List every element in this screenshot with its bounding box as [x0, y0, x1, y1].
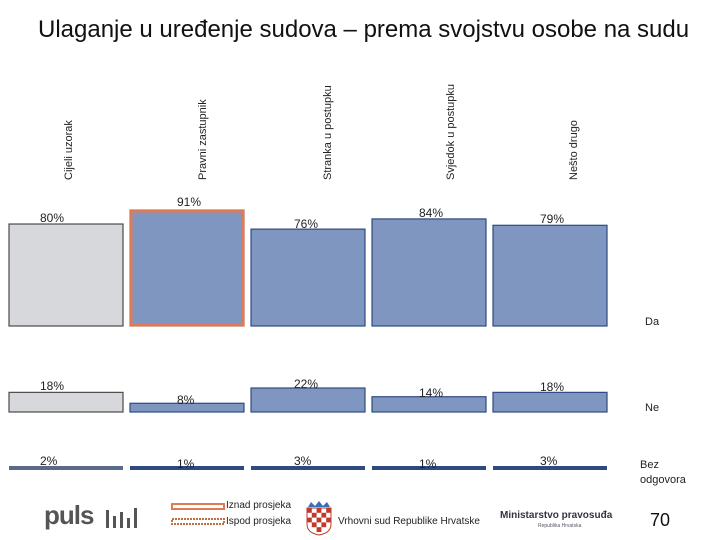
data-label-0-0: 80%: [40, 211, 64, 225]
data-label-0-2: 76%: [294, 217, 318, 231]
bar-2-0: [9, 466, 123, 470]
bar-1-2: [250, 387, 366, 413]
data-label-2-1: 1%: [177, 457, 195, 471]
category-label-0: Cijeli uzorak: [63, 120, 75, 180]
bar-0-4: [492, 224, 608, 327]
data-label-0-3: 84%: [419, 206, 443, 220]
data-label-1-2: 22%: [294, 377, 318, 391]
legend-swatch-below: [171, 518, 225, 525]
ministry-logo: Ministarstvo pravosuđa: [500, 510, 613, 521]
series-label-1: Ne: [645, 402, 659, 414]
bar-1-1: [129, 402, 245, 413]
bar-0-0: [8, 223, 124, 327]
page-number: 70: [650, 510, 671, 530]
ministry-sub: Republika Hrvatska: [538, 523, 582, 529]
data-label-1-4: 18%: [540, 380, 564, 394]
bar-1-0: [8, 391, 124, 413]
data-label-0-1: 91%: [177, 195, 201, 209]
court-name: Vrhovni sud Republike Hrvatske: [338, 516, 480, 527]
data-label-1-3: 14%: [419, 386, 443, 400]
highlight-border-1: [129, 209, 245, 327]
bar-2-4: [493, 466, 607, 470]
data-label-2-2: 3%: [294, 454, 312, 468]
legend-label-above: Iznad prosjeka: [226, 500, 292, 511]
category-label-2: Stranka u postupku: [322, 85, 334, 180]
bar-2-2: [251, 466, 365, 470]
bar-2-3: [372, 466, 486, 470]
bar-2-1: [130, 466, 244, 470]
bar-0-1: [129, 209, 245, 327]
data-label-2-4: 3%: [540, 454, 558, 468]
bar-0-3: [371, 218, 487, 327]
legend-swatches: [171, 503, 225, 525]
data-label-1-1: 8%: [177, 393, 195, 407]
croatian-coat-of-arms-icon: [306, 501, 332, 536]
puls-bars-icon: [106, 508, 137, 528]
series-label-2: Bez odgovora: [640, 459, 687, 486]
category-label-4: Nešto drugo: [568, 120, 580, 180]
category-label-1: Pravni zastupnik: [197, 99, 209, 180]
legend-swatch-above: [171, 503, 225, 510]
data-label-2-0: 2%: [40, 454, 58, 468]
bar-1-3: [371, 396, 487, 413]
page-title: Ulaganje u uređenje sudova – prema svojs…: [38, 16, 690, 43]
category-label-3: Svjedok u postupku: [445, 84, 457, 180]
series-label-0: Da: [645, 316, 660, 328]
data-label-0-4: 79%: [540, 212, 564, 226]
data-label-1-0: 18%: [40, 379, 64, 393]
legend-label-below: Ispod prosjeka: [226, 516, 292, 527]
data-label-2-3: 1%: [419, 457, 437, 471]
bar-0-2: [250, 228, 366, 327]
bar-1-4: [492, 391, 608, 413]
puls-logo: puls: [44, 500, 94, 530]
